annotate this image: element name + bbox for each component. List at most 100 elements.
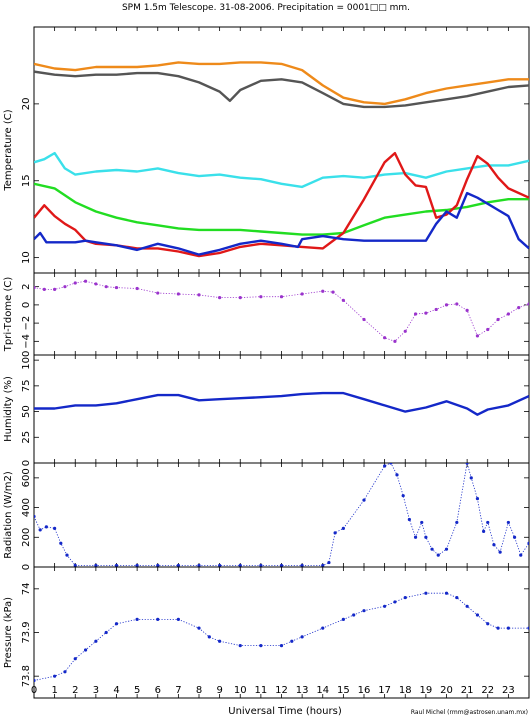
- data-point: [527, 626, 529, 630]
- x-tick-label: 23: [502, 685, 515, 696]
- y-tick-label: 400: [21, 498, 32, 517]
- x-tick-label: 5: [134, 685, 140, 696]
- y-tick-label: 600: [21, 468, 32, 487]
- data-point: [498, 550, 502, 554]
- data-point: [156, 617, 160, 622]
- data-point: [114, 622, 119, 626]
- x-tick-label: 6: [155, 685, 161, 696]
- series-group: [34, 61, 529, 258]
- y-tick-label: −4: [21, 334, 32, 349]
- x-tick-label: 22: [481, 685, 494, 696]
- data-point: [197, 293, 201, 297]
- data-point: [114, 563, 119, 567]
- data-point: [465, 463, 469, 465]
- data-point: [455, 302, 459, 306]
- data-point: [424, 311, 428, 315]
- data-point: [114, 285, 119, 290]
- data-point: [135, 563, 139, 567]
- data-point: [238, 644, 242, 648]
- data-point: [321, 563, 325, 567]
- data-point: [59, 541, 63, 545]
- data-point: [506, 312, 510, 316]
- y-tick-label: 10: [21, 251, 32, 264]
- data-point: [238, 563, 242, 567]
- data-point: [395, 473, 399, 477]
- data-point: [259, 644, 263, 648]
- x-tick-label: 2: [72, 685, 78, 696]
- data-point: [444, 591, 449, 595]
- y-tick-label: 100: [21, 351, 32, 370]
- data-point: [444, 303, 449, 307]
- x-tick-label: 14: [316, 685, 329, 696]
- data-point: [341, 617, 345, 622]
- data-point: [279, 644, 284, 648]
- series-trace: [34, 463, 529, 566]
- data-point: [393, 600, 397, 604]
- data-point: [34, 514, 36, 519]
- data-point: [73, 563, 77, 567]
- data-point: [362, 317, 366, 322]
- data-point: [65, 553, 69, 557]
- x-tick-label: 1: [51, 685, 57, 696]
- data-point: [482, 529, 486, 533]
- data-point: [259, 563, 263, 567]
- y-tick-label: 200: [21, 528, 32, 547]
- data-point: [455, 595, 459, 600]
- data-point: [279, 563, 284, 567]
- data-point: [53, 674, 57, 678]
- data-point: [176, 563, 180, 567]
- data-point: [506, 520, 510, 525]
- series-line: [34, 182, 529, 236]
- x-tick-label: 4: [113, 685, 119, 696]
- data-point: [135, 617, 139, 622]
- series-group: [34, 463, 529, 567]
- x-tick-label: 3: [93, 685, 99, 696]
- chart-title: SPM 1.5m Telescope. 31-08-2006. Precipit…: [122, 3, 410, 13]
- data-point: [465, 604, 469, 608]
- panel-frame: [33, 566, 530, 699]
- data-point: [44, 525, 48, 529]
- credit-text: Raul Michel (rmm@astrosen.unam.mx): [411, 709, 528, 716]
- data-point: [341, 298, 345, 302]
- x-tick-label: 9: [216, 685, 222, 696]
- data-point: [486, 622, 490, 626]
- data-point: [94, 563, 98, 567]
- data-point: [218, 639, 222, 643]
- y-axis-label: Radiation (W/m2): [3, 471, 14, 559]
- data-point: [519, 553, 523, 557]
- y-tick-label: 0: [21, 302, 32, 308]
- data-point: [300, 292, 304, 296]
- series-trace: [34, 280, 529, 342]
- data-point: [444, 547, 449, 551]
- data-point: [341, 526, 345, 530]
- data-point: [176, 617, 180, 622]
- data-point: [352, 613, 356, 617]
- x-tick-label: 11: [255, 685, 268, 696]
- data-point: [63, 285, 67, 289]
- data-point: [469, 476, 473, 480]
- y-axis-label: Pressure (kPa): [3, 597, 14, 668]
- x-tick-label: 0: [31, 685, 37, 696]
- data-point: [207, 635, 211, 639]
- data-point: [512, 535, 517, 539]
- series-line: [34, 391, 529, 416]
- panel-radiation: 0 200 400 600 Radiation (W/m2): [3, 462, 530, 570]
- data-point: [383, 336, 387, 340]
- data-point: [362, 609, 366, 613]
- series-group: [34, 279, 529, 343]
- data-point: [424, 535, 428, 539]
- panel-temperature: 10 15 20 Temperature (C): [3, 26, 530, 274]
- data-point: [53, 287, 57, 291]
- x-tick-label: 20: [440, 685, 453, 696]
- data-point: [383, 464, 387, 468]
- data-point: [455, 520, 459, 525]
- data-point: [94, 282, 98, 286]
- y-tick-label: 0: [21, 460, 32, 466]
- data-point: [436, 553, 440, 557]
- data-point: [517, 306, 521, 310]
- y-tick-label: 20: [21, 98, 32, 111]
- x-tick-label: 18: [399, 685, 412, 696]
- data-point: [218, 296, 222, 300]
